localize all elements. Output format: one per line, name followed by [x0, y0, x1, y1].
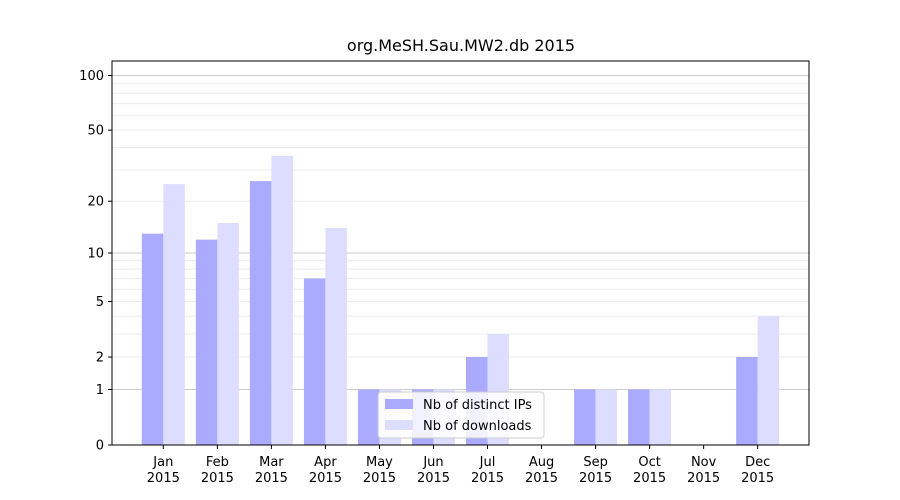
bar-downloads [217, 222, 239, 445]
x-tick-label: Sep 2015 [579, 455, 612, 486]
x-tick-label: Aug 2015 [525, 455, 558, 486]
y-tick-label: 2 [96, 351, 104, 366]
legend-swatch [385, 399, 413, 409]
bar-downloads [325, 228, 347, 445]
x-tick-label: Nov 2015 [687, 455, 720, 486]
legend-box [377, 391, 545, 439]
y-tick-label: 50 [87, 124, 104, 139]
x-tick-label: Apr 2015 [309, 455, 342, 486]
x-tick-label: May 2015 [363, 455, 396, 486]
y-tick-label: 1 [96, 383, 104, 398]
x-tick-label: Mar 2015 [255, 455, 288, 486]
bar-distinct-ips [303, 278, 326, 445]
bar-downloads [271, 155, 293, 445]
x-tick-label: Dec 2015 [741, 455, 774, 486]
y-tick-label: 10 [87, 247, 104, 262]
legend: Nb of distinct IPs Nb of downloads [377, 391, 545, 439]
bar-distinct-ips [574, 389, 596, 445]
x-tick-label: Oct 2015 [633, 455, 666, 486]
bar-downloads [649, 389, 672, 445]
y-tick-label: 5 [96, 295, 104, 310]
legend-label: Nb of distinct IPs [423, 398, 532, 413]
y-axis: 0 1 2 5 10 20 50 100 [79, 69, 112, 454]
bar-distinct-ips [141, 233, 164, 445]
x-tick-label: Jun 2015 [417, 455, 450, 486]
y-tick-label: 20 [87, 195, 104, 210]
y-tick-label: 0 [96, 439, 104, 454]
x-tick-label: Jul 2015 [471, 455, 504, 486]
bar-downloads [595, 389, 618, 445]
bar-distinct-ips [249, 181, 272, 445]
legend-label: Nb of downloads [423, 419, 532, 434]
bar-downloads [757, 316, 780, 445]
legend-swatch [385, 420, 413, 430]
bar-distinct-ips [357, 389, 380, 445]
bar-distinct-ips [628, 389, 650, 445]
bar-downloads [163, 184, 185, 446]
x-tick-label: Feb 2015 [201, 455, 234, 486]
bar-distinct-ips [736, 357, 758, 445]
y-tick-label: 100 [79, 69, 104, 84]
bar-distinct-ips [195, 239, 218, 445]
x-axis: Jan 2015 Feb 2015 Mar 2015 Apr 2015 May 2015 Jun 20… [147, 445, 774, 486]
chart-title: org.MeSH.Sau.MW2.db 2015 [347, 36, 575, 55]
x-tick-label: Jan 2015 [147, 455, 180, 486]
